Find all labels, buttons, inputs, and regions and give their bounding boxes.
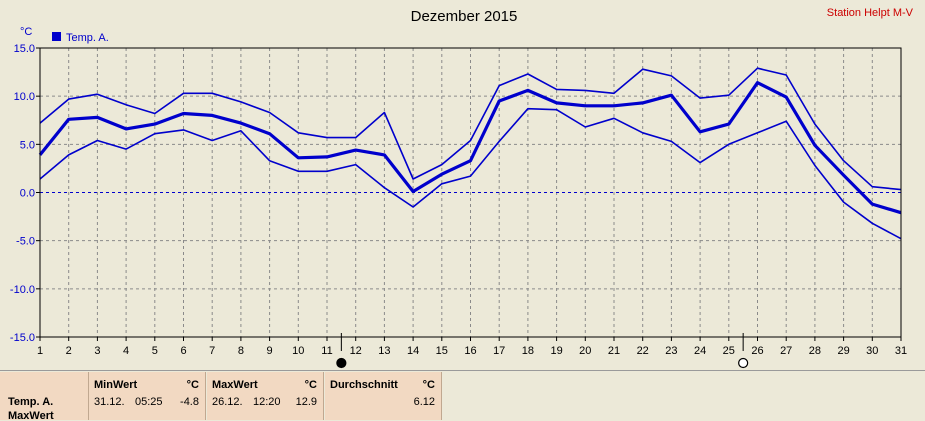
max-unit: °C — [305, 379, 317, 391]
max-time: 12:20 — [253, 396, 281, 408]
x-tick-label: 29 — [837, 345, 849, 357]
min-unit: °C — [187, 379, 199, 391]
footer-row-label: Temp. A. — [8, 396, 53, 408]
statistics-footer: Temp. A. MaxWert MinWert °C 31.12. 05:25… — [0, 370, 925, 421]
x-tick-label: 22 — [637, 345, 649, 357]
x-tick-label: 14 — [407, 345, 419, 357]
min-time: 05:25 — [135, 396, 163, 408]
min-date: 31.12. — [94, 396, 125, 408]
x-tick-label: 27 — [780, 345, 792, 357]
min-header: MinWert — [94, 379, 137, 391]
x-tick-label: 12 — [350, 345, 362, 357]
chart-legend: Temp. A. — [52, 32, 109, 44]
x-tick-label: 4 — [123, 345, 129, 357]
legend-label: Temp. A. — [66, 32, 109, 44]
x-tick-label: 20 — [579, 345, 591, 357]
y-tick-label: 0.0 — [20, 188, 35, 200]
y-tick-label: -15.0 — [10, 332, 35, 344]
x-tick-label: 23 — [665, 345, 677, 357]
average-value: 6.12 — [414, 396, 435, 408]
min-value: -4.8 — [180, 396, 199, 408]
x-tick-label: 13 — [378, 345, 390, 357]
max-value: 12.9 — [296, 396, 317, 408]
x-tick-label: 3 — [94, 345, 100, 357]
x-tick-label: 26 — [751, 345, 763, 357]
x-tick-label: 21 — [608, 345, 620, 357]
x-tick-label: 6 — [180, 345, 186, 357]
y-tick-label: 15.0 — [14, 43, 35, 55]
open-circle-marker — [739, 359, 748, 368]
average-header: Durchschnitt — [330, 379, 398, 391]
x-tick-label: 2 — [66, 345, 72, 357]
x-tick-label: 15 — [436, 345, 448, 357]
chart-title: Dezember 2015 — [411, 8, 518, 25]
y-tick-label: 10.0 — [14, 91, 35, 103]
min-value-cell: MinWert °C 31.12. 05:25 -4.8 — [89, 372, 206, 420]
legend-swatch — [52, 32, 61, 41]
max-value-cell: MaxWert °C 26.12. 12:20 12.9 — [207, 372, 324, 420]
max-date: 26.12. — [212, 396, 243, 408]
x-tick-label: 8 — [238, 345, 244, 357]
x-tick-label: 16 — [464, 345, 476, 357]
x-tick-label: 11 — [321, 345, 332, 357]
x-tick-label: 19 — [550, 345, 562, 357]
filled-circle-marker — [337, 359, 346, 368]
x-tick-label: 10 — [292, 345, 304, 357]
max-header: MaxWert — [212, 379, 258, 391]
x-tick-label: 7 — [209, 345, 215, 357]
average-unit: °C — [423, 379, 435, 391]
x-tick-label: 28 — [809, 345, 821, 357]
x-tick-label: 24 — [694, 345, 706, 357]
temperature-chart: Dezember 2015 Station Helpt M-V °C 15.01… — [0, 0, 925, 370]
x-tick-label: 30 — [866, 345, 878, 357]
x-tick-label: 5 — [152, 345, 158, 357]
y-tick-label: -5.0 — [16, 236, 35, 248]
x-tick-label: 9 — [267, 345, 273, 357]
x-tick-label: 1 — [37, 345, 43, 357]
station-label: Station Helpt M-V — [827, 7, 914, 19]
x-tick-label: 31 — [895, 345, 907, 357]
y-tick-label: 5.0 — [20, 139, 35, 151]
x-tick-label: 25 — [723, 345, 735, 357]
average-value-cell: Durchschnitt °C 6.12 — [325, 372, 442, 420]
x-tick-label: 18 — [522, 345, 534, 357]
footer-row-label-2: MaxWert — [8, 410, 54, 421]
y-tick-label: -10.0 — [10, 284, 35, 296]
y-axis-unit: °C — [20, 26, 32, 38]
footer-row-label-cell: Temp. A. MaxWert — [0, 372, 89, 420]
x-tick-label: 17 — [493, 345, 505, 357]
